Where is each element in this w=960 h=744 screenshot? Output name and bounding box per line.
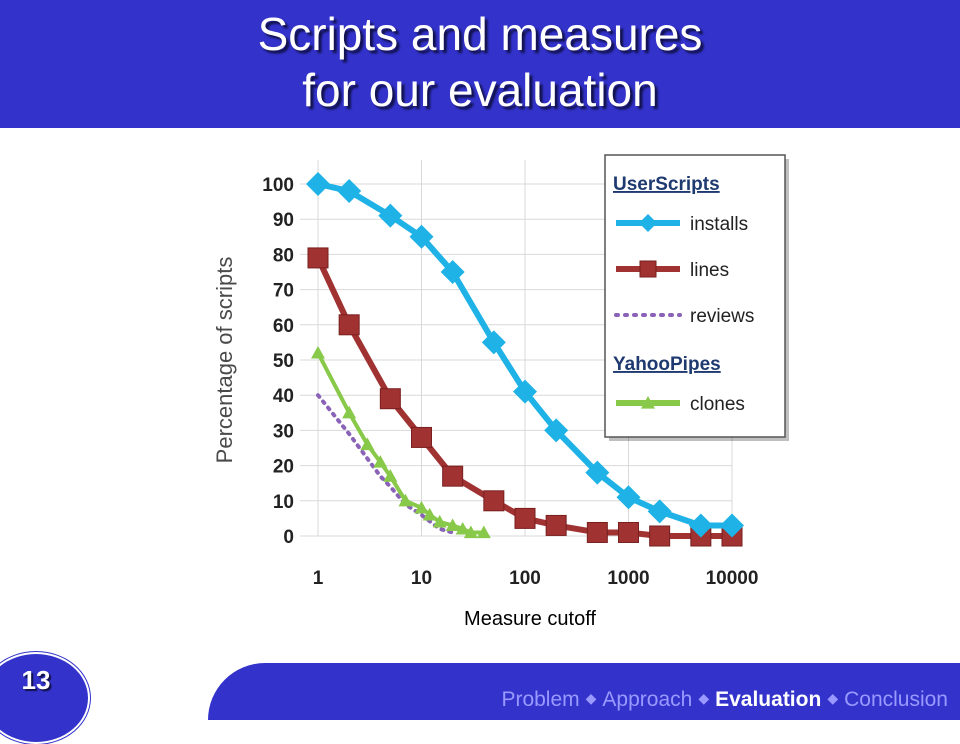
nav-separator-icon: ◆ <box>698 690 710 706</box>
series-reviews <box>316 393 455 535</box>
data-point <box>513 379 537 404</box>
data-point <box>307 247 329 269</box>
y-tick-labels: 0 10 20 30 40 50 60 70 80 90 100 <box>262 175 294 548</box>
y-tick-label: 90 <box>273 210 294 231</box>
data-point <box>545 514 567 536</box>
data-point <box>476 525 491 539</box>
data-point <box>378 203 403 228</box>
y-tick-label: 50 <box>273 351 294 372</box>
data-point <box>720 513 744 538</box>
data-point <box>616 485 641 510</box>
nav-item-approach[interactable]: Approach <box>602 688 693 711</box>
slide-title-line-1: Scripts and measures <box>257 8 703 60</box>
x-tick-labels: 1 10 100 1000 10000 <box>313 568 759 589</box>
data-point <box>373 455 388 468</box>
data-point <box>432 514 447 528</box>
slide-title-line-2: for our evaluation <box>302 64 658 116</box>
series-line-reviews <box>316 393 455 535</box>
data-point <box>342 405 357 419</box>
data-point <box>445 518 460 532</box>
data-point <box>647 499 672 524</box>
data-point <box>481 330 506 355</box>
slide-title: Scripts and measures for our evaluation <box>0 6 960 118</box>
title-bar: Scripts and measures for our evaluation <box>0 0 960 128</box>
x-tick-label: 10 <box>411 568 432 589</box>
data-point <box>641 396 655 409</box>
series-installs <box>306 172 744 538</box>
data-point <box>618 521 639 543</box>
data-point <box>586 521 608 543</box>
legend-label: lines <box>690 260 729 281</box>
series-lines <box>306 172 744 547</box>
data-point <box>440 260 465 284</box>
series-clones <box>311 345 491 539</box>
section-nav: Problem ◆ Approach ◆ Evaluation ◆ Conclusion <box>501 688 948 712</box>
y-tick-label: 70 <box>273 281 294 302</box>
data-point <box>455 521 470 535</box>
y-tick-label: 40 <box>273 386 294 407</box>
data-point <box>337 179 362 204</box>
nav-item-problem[interactable]: Problem <box>501 688 580 711</box>
y-tick-label: 10 <box>273 492 294 513</box>
nav-separator-icon: ◆ <box>585 690 597 706</box>
y-tick-label: 60 <box>273 316 294 337</box>
data-point <box>688 513 713 538</box>
data-point <box>379 388 401 410</box>
data-point <box>442 465 464 487</box>
x-tick-label: 1000 <box>607 568 649 589</box>
legend-box <box>604 154 786 438</box>
data-point <box>360 437 375 451</box>
data-point <box>311 345 325 359</box>
data-point <box>514 507 536 529</box>
y-axis-label: Percentage of scripts <box>212 257 237 464</box>
data-point <box>463 525 478 539</box>
legend-item-clones: clones <box>616 394 745 415</box>
data-point <box>414 500 429 514</box>
data-point <box>483 490 505 512</box>
data-point <box>422 507 437 521</box>
x-tick-label: 1 <box>313 568 324 589</box>
footer-bar <box>208 663 960 720</box>
x-tick-label: 100 <box>509 568 541 589</box>
data-point <box>585 460 610 485</box>
data-point <box>544 418 569 443</box>
data-point <box>649 525 671 547</box>
legend-item-reviews: reviews <box>614 306 754 327</box>
x-tick-label: 10000 <box>706 568 759 589</box>
nav-separator-icon: ◆ <box>827 690 839 706</box>
data-point <box>639 260 657 278</box>
legend-label: installs <box>690 214 748 235</box>
y-tick-label: 100 <box>262 175 294 196</box>
nav-item-evaluation[interactable]: Evaluation <box>715 688 822 711</box>
y-tick-label: 20 <box>273 457 294 478</box>
y-tick-label: 30 <box>273 421 294 442</box>
slide-number: 13 <box>21 665 51 695</box>
nav-item-conclusion[interactable]: Conclusion <box>844 688 948 711</box>
legend-heading: YahooPipes <box>613 354 721 375</box>
x-axis-caption: Measure cutoff <box>464 608 596 630</box>
data-point <box>398 493 413 507</box>
y-tick-label: 80 <box>273 245 294 266</box>
data-point <box>306 172 330 196</box>
data-point <box>338 314 360 336</box>
legend-heading: UserScripts <box>613 174 720 195</box>
legend: UserScripts installs lines reviews YahooPipe… <box>604 154 789 441</box>
y-tick-label: 0 <box>283 527 294 548</box>
legend-item-installs: installs <box>616 214 748 235</box>
data-point <box>411 426 432 448</box>
data-point <box>409 224 434 249</box>
legend-item-lines: lines <box>616 260 729 281</box>
data-point <box>639 214 657 232</box>
legend-label: clones <box>690 394 745 415</box>
data-point <box>383 469 398 482</box>
legend-label: reviews <box>690 306 754 327</box>
